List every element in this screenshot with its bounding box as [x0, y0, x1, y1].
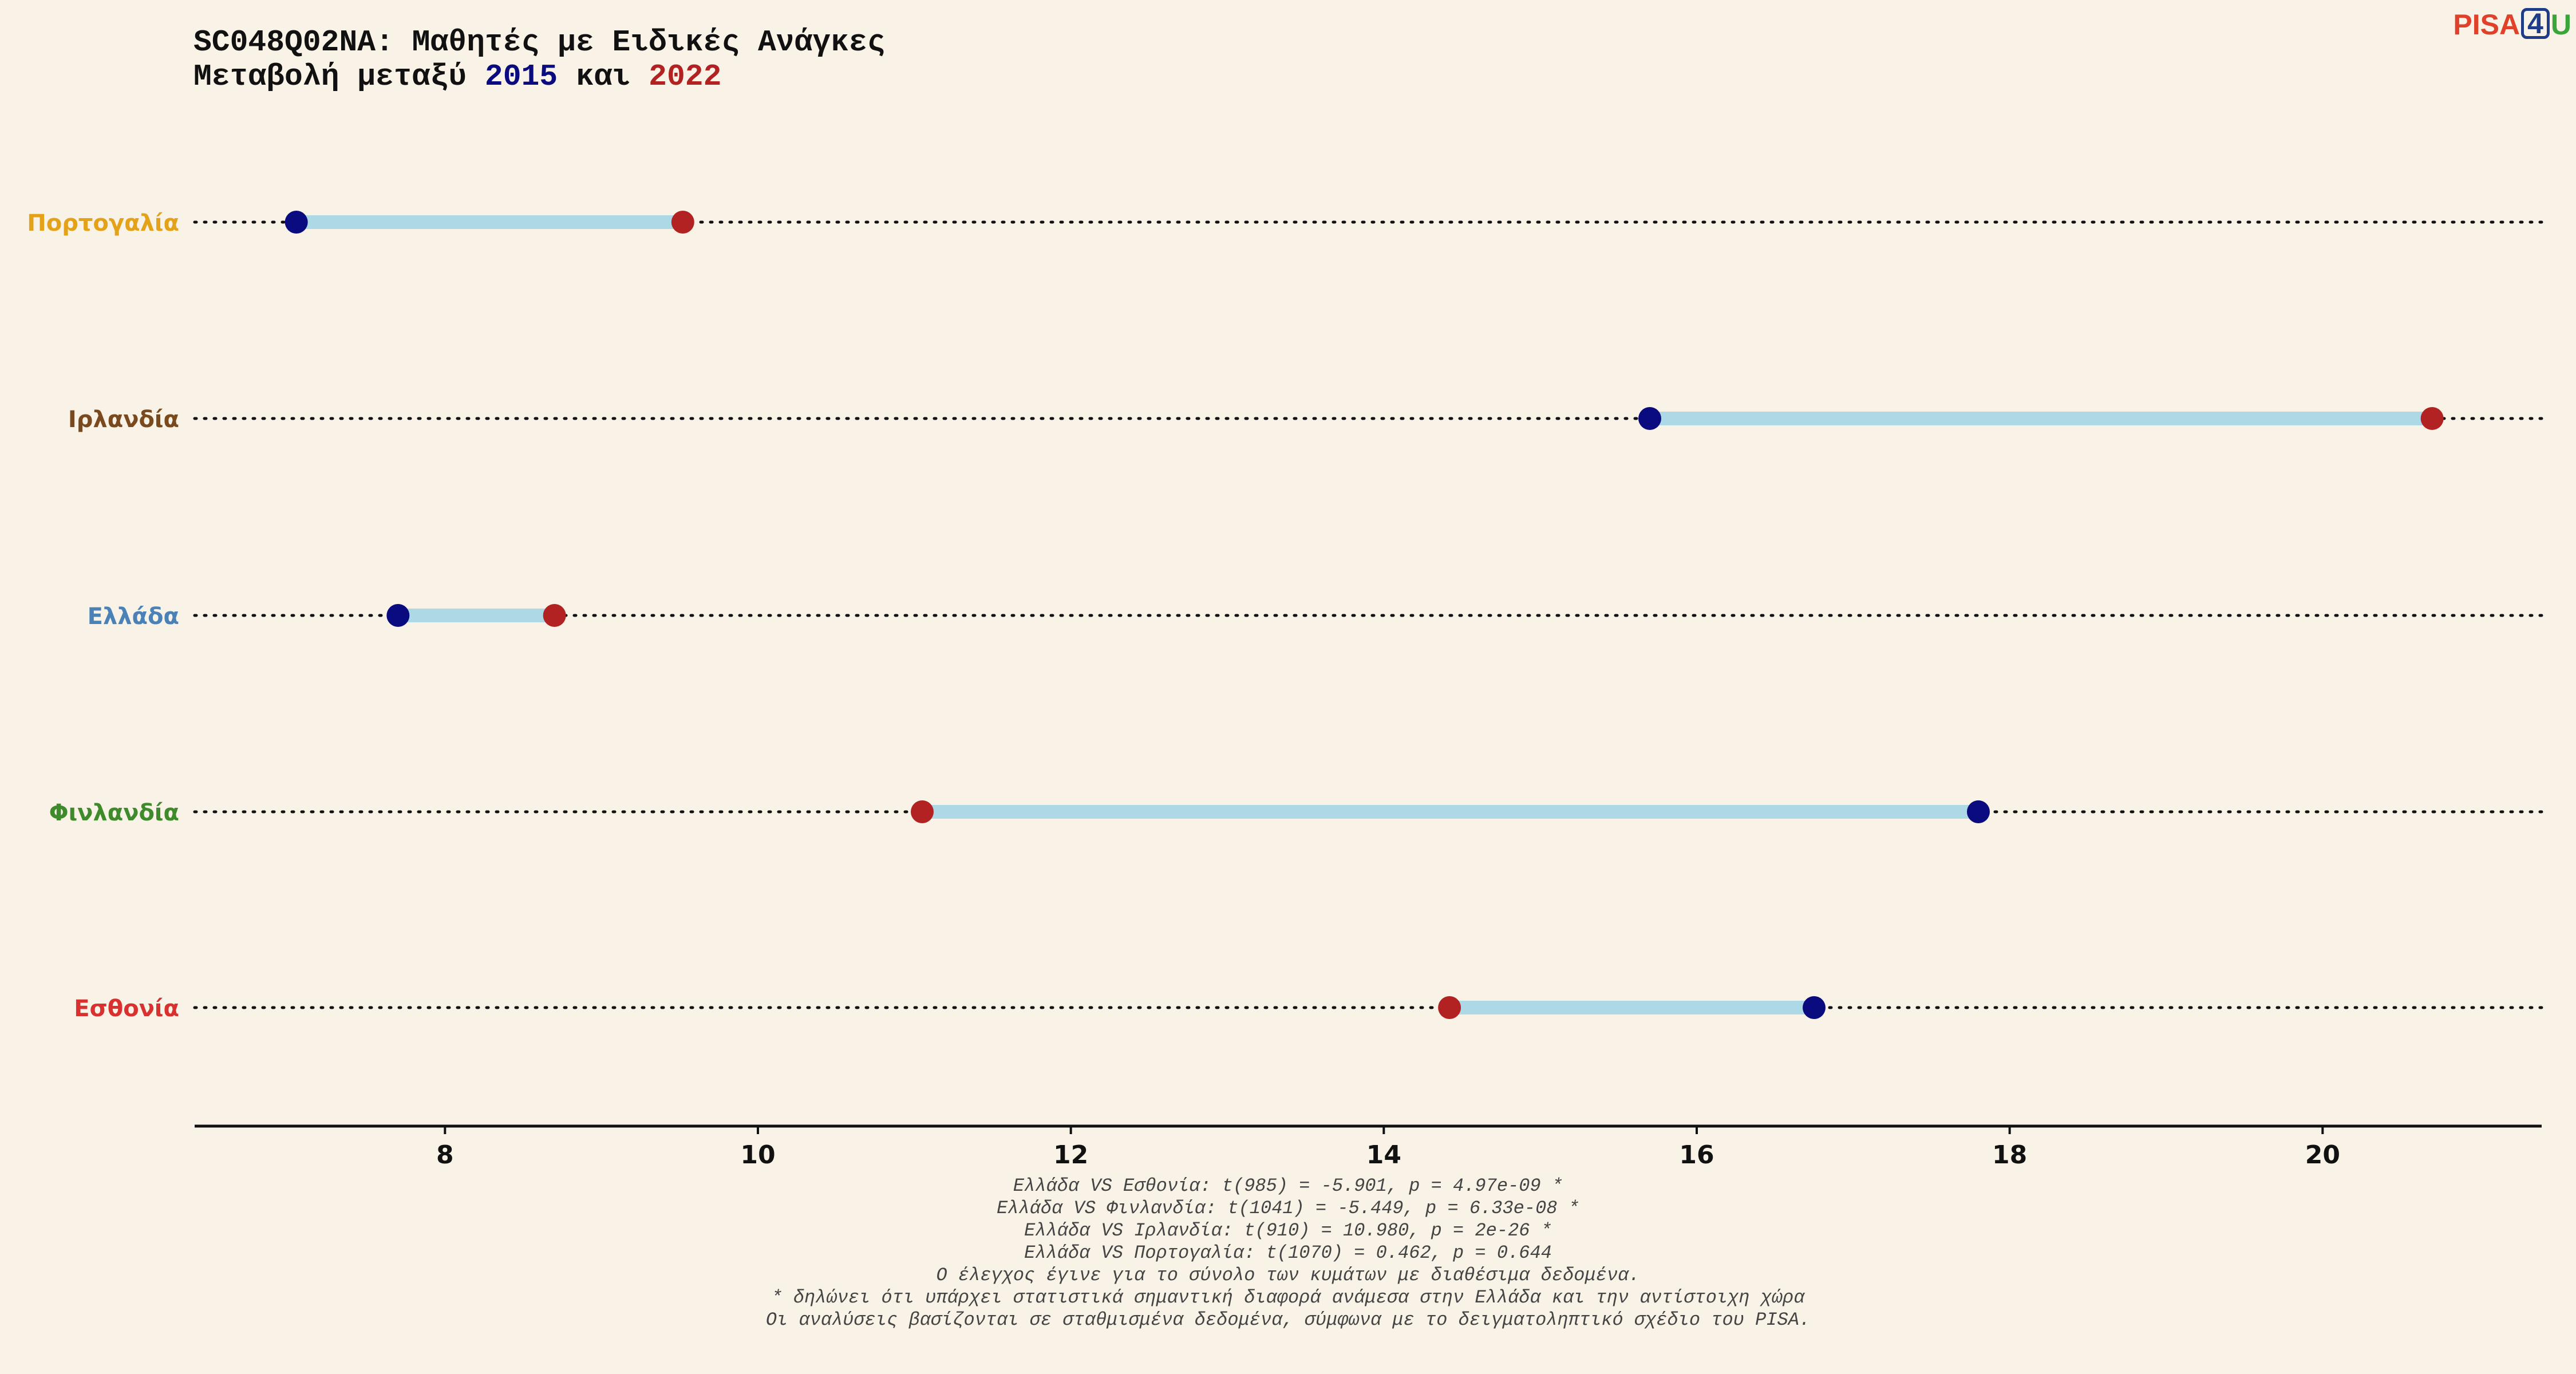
footnote-line: Ελλάδα VS Εσθονία: t(985) = -5.901, p = … — [1013, 1175, 1563, 1197]
footnote-line: * δηλώνει ότι υπάρχει στατιστικά σημαντι… — [771, 1287, 1805, 1308]
title-line-1: SC048Q02NA: Μαθητές με Ειδικές Ανάγκες — [193, 25, 886, 60]
x-axis-ticks: 8 10 12 14 16 18 20 — [436, 1126, 2340, 1170]
x-tick-label: 10 — [740, 1140, 775, 1170]
footnote-line: Ελλάδα VS Πορτογαλία: t(1070) = 0.462, p… — [1024, 1242, 1552, 1264]
x-tick-label: 12 — [1053, 1140, 1088, 1170]
x-tick-label: 18 — [1992, 1140, 2027, 1170]
point-2022 — [543, 604, 566, 627]
x-tick-label: 8 — [436, 1140, 454, 1170]
footnote-line: Ελλάδα VS Ιρλανδία: t(910) = 10.980, p =… — [1024, 1220, 1552, 1241]
pisa4u-logo: PISA 4 U — [2453, 8, 2571, 41]
logo-text-pisa: PISA — [2453, 9, 2520, 41]
point-2015 — [1638, 407, 1661, 430]
footnotes: Ελλάδα VS Εσθονία: t(985) = -5.901, p = … — [0, 1175, 2576, 1331]
point-2022 — [911, 800, 934, 823]
x-tick-label: 14 — [1366, 1140, 1401, 1170]
title-line-2-prefix: Μεταβολή μεταξύ — [193, 60, 485, 94]
point-2022 — [2420, 407, 2444, 430]
point-2015 — [285, 211, 308, 234]
point-2015 — [386, 604, 410, 627]
point-2022 — [1438, 996, 1461, 1019]
title-line-2: Μεταβολή μεταξύ 2015 και 2022 — [193, 60, 886, 94]
logo-text-4: 4 — [2521, 8, 2550, 39]
footnote-line: Ελλάδα VS Φινλανδία: t(1041) = -5.449, p… — [997, 1198, 1579, 1219]
chart-title: SC048Q02NA: Μαθητές με Ειδικές Ανάγκες Με… — [193, 25, 886, 94]
x-tick-label: 16 — [1679, 1140, 1714, 1170]
title-line-2-mid: και — [558, 60, 649, 94]
footnote-line: Οι αναλύσεις βασίζονται σε σταθμισμένα δ… — [765, 1309, 1811, 1330]
chart-rows: Πορτογαλία Ιρλανδία Ελλάδα Φινλανδία Εσθονία — [27, 210, 2543, 1022]
point-2015 — [1967, 800, 1990, 823]
category-label: Ελλάδα — [88, 603, 179, 630]
x-tick-label: 20 — [2305, 1140, 2340, 1170]
category-label: Εσθονία — [74, 996, 179, 1022]
category-label: Φινλανδία — [49, 800, 179, 826]
point-2015 — [1803, 996, 1826, 1019]
title-year-2015: 2015 — [484, 60, 558, 94]
category-label: Πορτογαλία — [27, 210, 179, 236]
category-label: Ιρλανδία — [68, 406, 179, 433]
logo-text-u: U — [2550, 9, 2571, 41]
footnote-line: Ο έλεγχος έγινε για το σύνολο των κυμάτω… — [936, 1265, 1640, 1286]
point-2022 — [671, 211, 694, 234]
title-year-2022: 2022 — [649, 60, 722, 94]
